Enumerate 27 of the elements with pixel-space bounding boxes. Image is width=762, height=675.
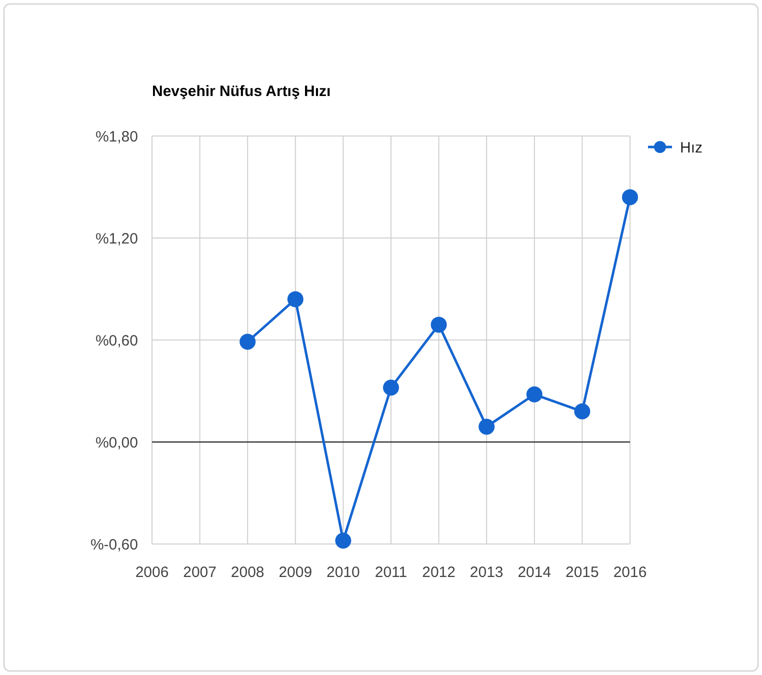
- x-tick-label: 2009: [278, 564, 312, 581]
- x-tick-label: 2008: [230, 564, 264, 581]
- x-tick-label: 2014: [518, 564, 552, 581]
- y-tick-label: %0,00: [95, 434, 138, 452]
- point: [335, 532, 352, 549]
- y-tick-label: %0,60: [95, 332, 138, 350]
- point: [622, 189, 638, 206]
- x-tick-label: 2016: [613, 564, 647, 581]
- x-tick-label: 2010: [326, 564, 360, 581]
- point: [526, 386, 542, 402]
- x-tick-label: 2006: [135, 564, 169, 581]
- x-tick-label: 2011: [374, 564, 408, 581]
- point: [430, 316, 447, 333]
- legend-label: Hız: [680, 139, 702, 156]
- point: [287, 291, 304, 308]
- y-tick-label: %-0,60: [90, 536, 138, 554]
- y-tick-label: %1,20: [95, 230, 138, 248]
- x-tick-label: 2007: [183, 564, 216, 581]
- point: [240, 334, 256, 350]
- x-tick-label: 2012: [422, 564, 456, 581]
- point: [383, 380, 399, 396]
- x-tick-label: 2013: [470, 564, 504, 581]
- y-tick-label: %1,80: [95, 128, 138, 146]
- point: [574, 403, 590, 420]
- point: [478, 418, 495, 435]
- x-tick-label: 2015: [566, 564, 599, 581]
- chart-title: Nevşehir Nüfus Artış Hızı: [152, 83, 331, 100]
